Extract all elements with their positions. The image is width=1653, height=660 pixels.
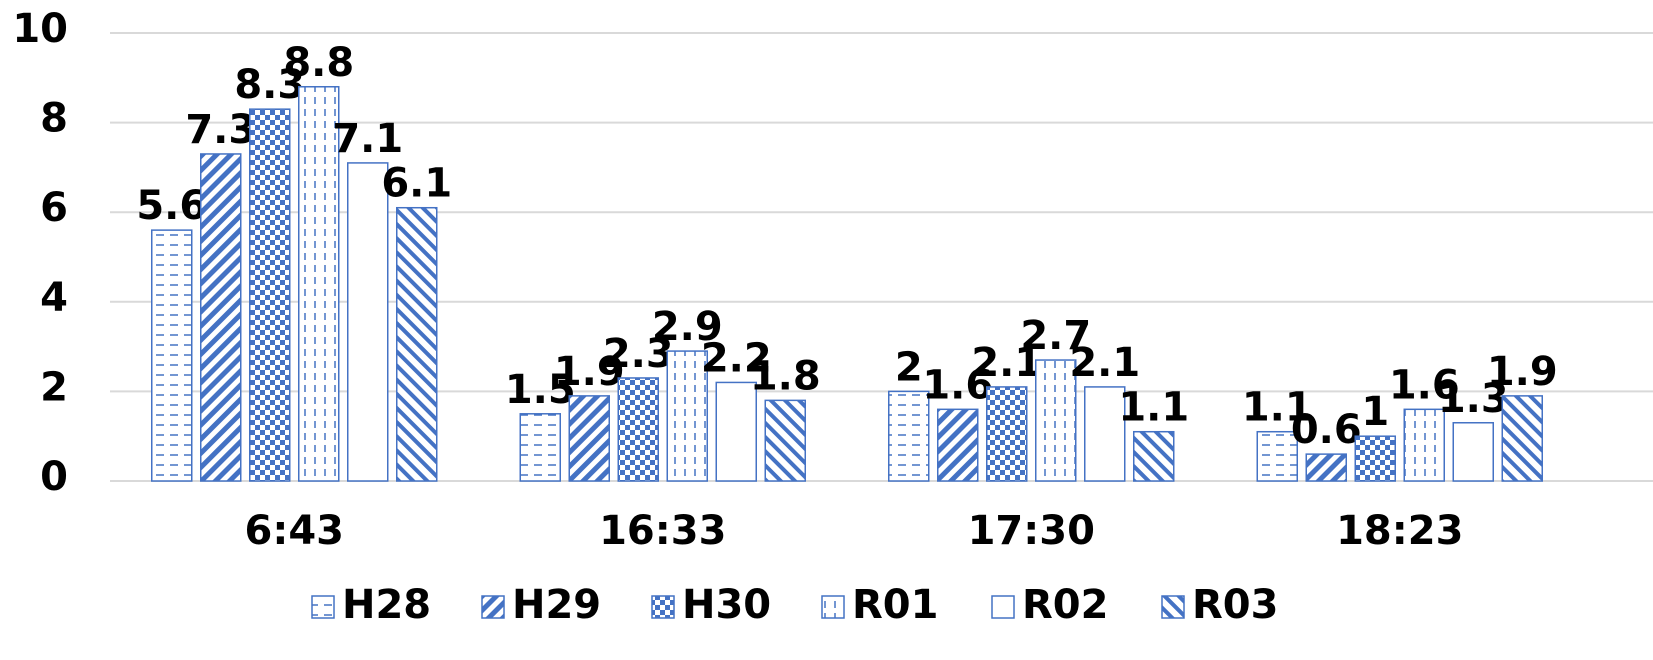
legend-marker bbox=[1161, 595, 1185, 619]
bar bbox=[617, 377, 659, 482]
data-label: 2.1 bbox=[1069, 340, 1140, 386]
bar bbox=[1084, 386, 1126, 482]
bar bbox=[298, 86, 340, 482]
data-label: 8.8 bbox=[283, 40, 354, 86]
bar bbox=[715, 381, 757, 482]
data-label: 1.3 bbox=[1438, 376, 1509, 422]
y-tick-label: 4 bbox=[40, 275, 68, 321]
data-label: 2.2 bbox=[701, 335, 772, 381]
data-label: 1.8 bbox=[750, 353, 821, 399]
bar bbox=[986, 386, 1028, 482]
legend-label: R02 bbox=[1022, 582, 1108, 628]
data-label: 1.1 bbox=[1242, 385, 1313, 431]
y-tick-label: 0 bbox=[40, 454, 68, 500]
bar bbox=[1501, 395, 1543, 482]
y-tick-label: 6 bbox=[40, 185, 68, 231]
data-label: 2.7 bbox=[1020, 313, 1091, 359]
data-label: 1.5 bbox=[505, 367, 576, 413]
data-label: 1.9 bbox=[1487, 349, 1558, 395]
bar bbox=[396, 206, 438, 482]
bar bbox=[1035, 359, 1077, 482]
data-label: 6.1 bbox=[381, 161, 452, 207]
legend-label: H29 bbox=[512, 582, 601, 628]
y-tick-label: 8 bbox=[40, 96, 68, 142]
bar bbox=[1452, 422, 1494, 482]
bar bbox=[764, 399, 806, 482]
bar bbox=[519, 413, 561, 482]
bar bbox=[1133, 430, 1175, 482]
x-tick-label: 18:23 bbox=[1336, 508, 1463, 554]
bar bbox=[568, 395, 610, 482]
bar bbox=[1403, 408, 1445, 482]
legend-marker bbox=[311, 595, 335, 619]
y-tick-label: 10 bbox=[12, 6, 68, 52]
y-tick-label: 2 bbox=[40, 364, 68, 410]
data-label: 5.6 bbox=[136, 183, 207, 229]
data-label: 1.6 bbox=[922, 362, 993, 408]
data-label: 0.6 bbox=[1291, 407, 1362, 453]
x-tick-label: 17:30 bbox=[968, 508, 1095, 554]
bar bbox=[347, 162, 389, 482]
data-label: 1.6 bbox=[1389, 362, 1460, 408]
legend-marker bbox=[651, 595, 675, 619]
legend-label: R03 bbox=[1192, 582, 1278, 628]
bar bbox=[1256, 430, 1298, 482]
x-tick-label: 6:43 bbox=[245, 508, 345, 554]
bar bbox=[888, 390, 930, 482]
data-label: 2.9 bbox=[652, 304, 723, 350]
legend-marker bbox=[991, 595, 1015, 619]
bar bbox=[1305, 453, 1347, 482]
data-label: 2.1 bbox=[971, 340, 1042, 386]
legend-marker bbox=[481, 595, 505, 619]
bar bbox=[937, 408, 979, 482]
bar bbox=[1354, 435, 1396, 482]
data-label: 1.9 bbox=[554, 349, 625, 395]
x-tick-label: 16:33 bbox=[599, 508, 726, 554]
legend-label: R01 bbox=[852, 582, 938, 628]
legend-marker bbox=[821, 595, 845, 619]
data-label: 7.3 bbox=[185, 107, 256, 153]
data-label: 1 bbox=[1361, 389, 1389, 435]
data-label: 1.1 bbox=[1118, 385, 1189, 431]
data-label: 7.1 bbox=[332, 116, 403, 162]
data-label: 2.3 bbox=[603, 331, 674, 377]
bar bbox=[249, 108, 291, 482]
data-label: 8.3 bbox=[234, 62, 305, 108]
bar bbox=[666, 350, 708, 482]
bar bbox=[151, 229, 193, 482]
legend-label: H28 bbox=[342, 582, 431, 628]
bar bbox=[200, 153, 242, 482]
data-label: 2 bbox=[895, 344, 923, 390]
legend-label: H30 bbox=[682, 582, 771, 628]
